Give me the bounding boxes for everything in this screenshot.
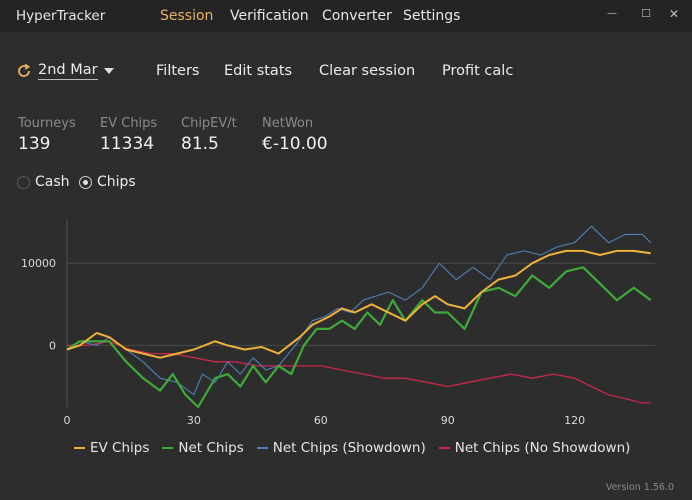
radio-circle[interactable] (17, 175, 30, 189)
minimize-button[interactable]: — (607, 8, 617, 19)
legend-swatch (74, 447, 85, 449)
date-selector[interactable]: 2nd Mar (16, 60, 114, 82)
x-tick-label: 0 (64, 414, 71, 427)
legend-label: Net Chips (Showdown) (272, 440, 426, 456)
legend-item[interactable]: EV Chips (74, 440, 149, 456)
menu-converter[interactable]: Converter (322, 8, 392, 24)
stat-ev-chips: EV Chips 11334 (100, 116, 157, 154)
legend-swatch (256, 447, 268, 449)
legend-label: Net Chips (178, 440, 244, 456)
series-line-net-chips-no-showdown (67, 340, 651, 404)
x-tick-label: 90 (441, 414, 455, 427)
chevron-down-icon[interactable] (103, 68, 114, 74)
y-tick-label: 10000 (21, 257, 56, 270)
title-bar: HyperTracker Session Verification Conver… (0, 0, 692, 32)
cash-radio[interactable]: Cash (17, 174, 70, 190)
radio-circle-selected[interactable] (79, 175, 92, 189)
refresh-icon[interactable] (16, 63, 32, 79)
close-button[interactable]: ✕ (668, 7, 680, 21)
chips-radio-label[interactable]: Chips (97, 174, 136, 190)
y-tick-label: 0 (49, 339, 56, 352)
chips-radio[interactable]: Chips (79, 174, 136, 190)
x-tick-label: 120 (564, 414, 585, 427)
stat-label: Tourneys (18, 116, 76, 131)
series-line-net-chips (66, 266, 652, 409)
legend-swatch (162, 447, 174, 449)
menu-session[interactable]: Session (160, 8, 214, 24)
legend-item[interactable]: Net Chips (No Showdown) (438, 440, 631, 456)
legend-label: Net Chips (No Showdown) (454, 440, 631, 456)
stat-label: ChipEV/t (181, 116, 237, 131)
legend-swatch (438, 447, 450, 449)
series-line-ev-chips (66, 249, 651, 359)
legend-item[interactable]: Net Chips (Showdown) (256, 440, 426, 456)
cash-radio-label[interactable]: Cash (35, 174, 70, 190)
stat-value: 81.5 (181, 134, 219, 154)
legend-label: EV Chips (90, 440, 150, 456)
clear-session-button[interactable]: Clear session (319, 63, 416, 79)
stat-chipev-per-tourney: ChipEV/t 81.5 (181, 116, 237, 154)
version-label: Version 1.56.0 (605, 482, 674, 493)
stat-value: 139 (18, 134, 51, 154)
session-chart: 0 10000 0 30 60 90 120 (21, 218, 655, 427)
app-title: HyperTracker (16, 8, 106, 24)
stat-label: EV Chips (100, 116, 158, 131)
stat-label: NetWon (262, 116, 314, 131)
stat-tourneys: Tourneys 139 (18, 116, 76, 154)
x-tick-label: 30 (187, 414, 201, 427)
stat-value: €-10.00 (262, 134, 328, 154)
menu-verification[interactable]: Verification (230, 8, 309, 24)
legend-item[interactable]: Net Chips (162, 440, 244, 456)
stat-value: 11334 (100, 134, 155, 154)
chart-legend: EV Chips Net Chips Net Chips (Showdown) Net… (74, 440, 643, 456)
maximize-button[interactable]: ☐ (641, 7, 651, 20)
filters-button[interactable]: Filters (156, 63, 200, 79)
menu-settings[interactable]: Settings (403, 8, 461, 24)
stat-netwon: NetWon €-10.00 (262, 116, 328, 154)
date-label[interactable]: 2nd Mar (38, 62, 98, 80)
x-tick-label: 60 (314, 414, 328, 427)
profit-calc-button[interactable]: Profit calc (442, 63, 514, 79)
edit-stats-button[interactable]: Edit stats (224, 63, 293, 79)
